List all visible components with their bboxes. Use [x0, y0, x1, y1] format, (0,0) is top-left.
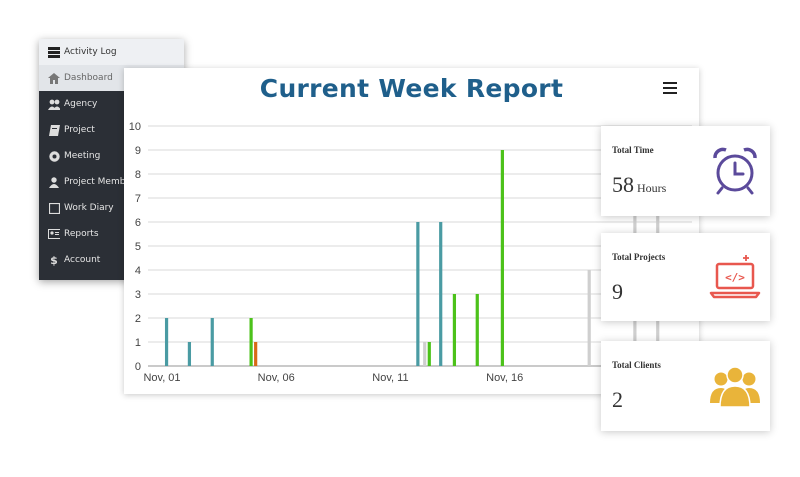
meeting-icon [48, 150, 60, 162]
note-icon [48, 202, 60, 214]
y-tick-label: 2 [135, 313, 141, 325]
chart-bar [475, 294, 479, 366]
sidebar-item-label: Dashboard [64, 73, 113, 83]
sidebar-item-project[interactable]: Project [39, 117, 184, 143]
menu-icon[interactable] [663, 82, 677, 94]
sidebar-item-label: Project Members [64, 177, 140, 187]
y-tick-label: 9 [135, 145, 141, 157]
sidebar-item-work-diary[interactable]: Work Diary [39, 195, 184, 221]
home-icon [48, 72, 60, 84]
sidebar-item-label: Account [64, 255, 101, 265]
stat-label: Total Clients [612, 360, 661, 370]
alarm-clock-icon [713, 147, 757, 195]
stat-card-total-time: Total Time 58 Hours [601, 126, 770, 216]
stat-card-total-projects: Total Projects 9 </> [601, 233, 770, 321]
x-tick-label: Nov, 01 [143, 372, 180, 384]
chart-bar [210, 318, 214, 366]
sidebar-item-label: Meeting [64, 151, 101, 161]
y-tick-label: 10 [129, 121, 141, 133]
users-icon [48, 98, 60, 110]
stat-number: 9 [612, 279, 623, 304]
y-tick-label: 7 [135, 193, 141, 205]
chart-bar [254, 342, 258, 366]
y-tick-label: 8 [135, 169, 141, 181]
sidebar-item-label: Reports [64, 229, 99, 239]
stat-label: Total Projects [612, 252, 666, 262]
book-icon [48, 124, 60, 136]
chart-bar [500, 150, 504, 366]
sidebar-item-reports[interactable]: Reports [39, 221, 184, 247]
sidebar-item-label: Agency [64, 99, 98, 109]
chart-bar [427, 342, 431, 366]
chart-bar [452, 294, 457, 366]
laptop-code-icon: </> [709, 255, 761, 299]
stat-value: 9 [612, 279, 623, 305]
sidebar-item-account[interactable]: $ Account [39, 247, 184, 273]
group-icon [710, 366, 760, 408]
y-tick-label: 0 [135, 361, 141, 373]
chart-bar [187, 342, 192, 366]
chart-title: Current Week Report [259, 74, 564, 103]
x-tick-label: Nov, 06 [258, 372, 295, 384]
chart-bar [423, 342, 427, 366]
id-card-icon [48, 228, 60, 240]
chart-bar [164, 318, 169, 366]
sidebar-item-label: Activity Log [64, 47, 117, 57]
chart-bar [416, 222, 420, 366]
stat-value: 58 Hours [612, 172, 666, 198]
chart-bar [439, 222, 443, 366]
chart-bar [249, 318, 253, 366]
stat-unit: Hours [637, 181, 667, 195]
y-tick-label: 3 [135, 289, 141, 301]
sidebar-item-agency[interactable]: Agency [39, 91, 184, 117]
user-icon [48, 176, 60, 188]
x-tick-label: Nov, 16 [486, 372, 523, 384]
chart-bar [587, 270, 591, 366]
y-tick-label: 5 [135, 241, 141, 253]
chart-card: Current Week Report 0 1 2 3 4 5 6 7 8 9 10 Nov, 01 N… [124, 68, 699, 394]
stat-card-total-clients: Total Clients 2 [601, 341, 770, 431]
y-tick-label: 4 [135, 265, 141, 277]
sidebar-item-label: Work Diary [64, 203, 114, 213]
stat-number: 2 [612, 387, 623, 412]
sidebar-item-label: Project [64, 125, 95, 135]
dollar-icon: $ [50, 253, 58, 267]
y-tick-label: 6 [135, 217, 141, 229]
svg-text:</>: </> [725, 271, 745, 284]
x-tick-label: Nov, 11 [372, 372, 408, 384]
y-tick-label: 1 [135, 337, 141, 349]
stat-number: 58 [612, 172, 634, 197]
server-icon [48, 46, 60, 58]
stat-label: Total Time [612, 145, 654, 155]
sidebar-item-project-members[interactable]: Project Members [39, 169, 184, 195]
sidebar-item-activity-log[interactable]: Activity Log [39, 39, 184, 65]
stat-value: 2 [612, 387, 623, 413]
sidebar-item-meeting[interactable]: Meeting [39, 143, 184, 169]
